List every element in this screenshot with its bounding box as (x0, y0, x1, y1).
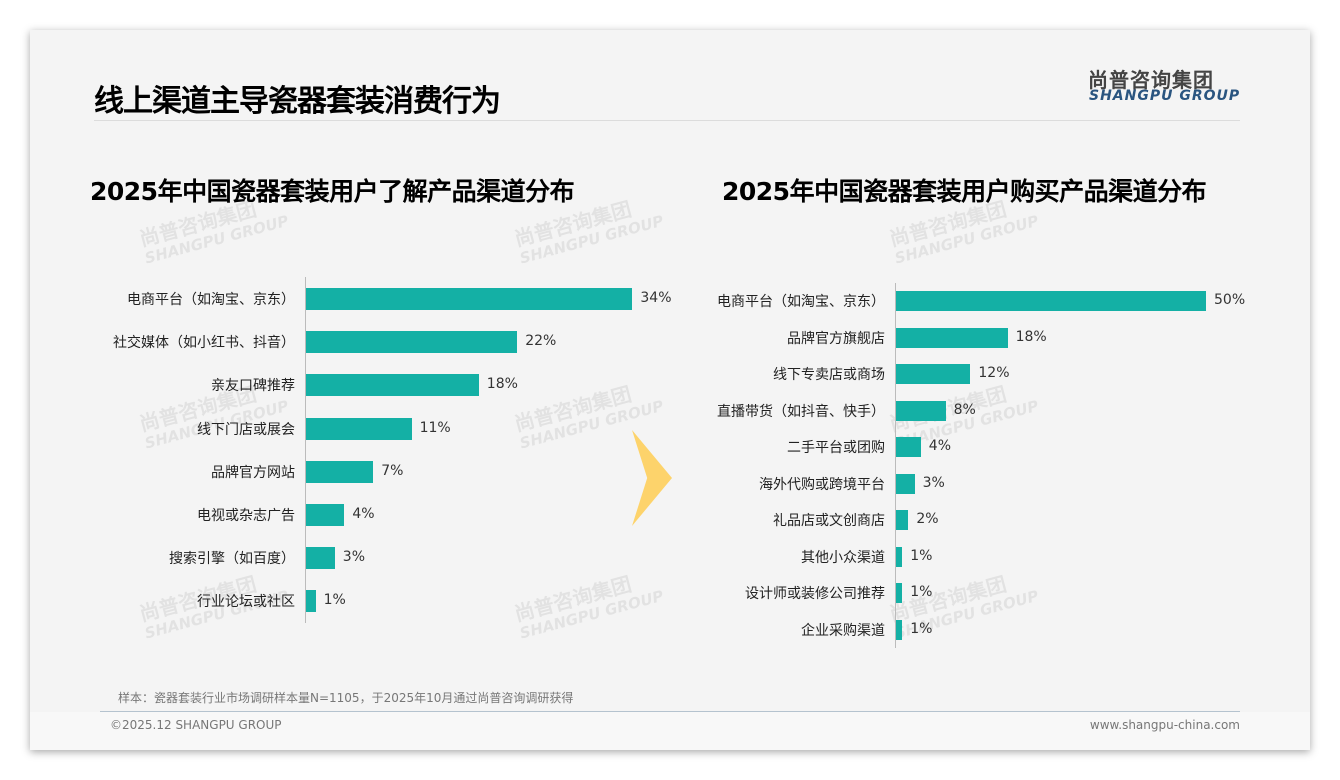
bar (306, 374, 479, 397)
bar (306, 460, 374, 483)
category-label: 电商平台（如淘宝、京东） (127, 292, 295, 308)
data-label: 1% (910, 547, 933, 564)
bar (306, 590, 316, 613)
category-label: 搜索引擎（如百度） (169, 551, 295, 568)
data-label: 1% (910, 584, 933, 600)
bar (896, 619, 903, 640)
data-label: 1% (323, 592, 346, 609)
bar (896, 546, 903, 567)
data-label: 18% (486, 376, 518, 393)
bar (306, 504, 345, 526)
category-label: 设计师或装修公司推荐 (745, 586, 885, 602)
y-axis (895, 282, 896, 648)
right-chart-title: 2025年中国瓷器套装用户购买产品渠道分布 (722, 177, 1207, 206)
bar (896, 327, 1008, 348)
bar (896, 437, 921, 457)
data-label: 2% (916, 511, 939, 527)
data-label: 4% (352, 506, 375, 522)
category-label: 行业论坛或社区 (197, 594, 295, 611)
category-label: 礼品店或文创商店 (773, 513, 885, 529)
data-label: 3% (922, 474, 945, 491)
bar (896, 400, 946, 421)
left-chart-title: 2025年中国瓷器套装用户了解产品渠道分布 (90, 177, 575, 206)
category-label: 社交媒体（如小红书、抖音） (113, 335, 295, 352)
bar (896, 364, 971, 384)
bar (306, 417, 412, 440)
category-label: 企业采购渠道 (801, 622, 885, 639)
bar (896, 510, 909, 530)
data-label: 3% (342, 549, 366, 566)
footer-divider (100, 711, 1240, 712)
page-title: 线上渠道主导瓷器套装消费行为 (94, 84, 501, 119)
data-label: 12% (978, 365, 1010, 381)
logo-en: SHANGPU GROUP (1089, 88, 1241, 104)
data-label: 11% (419, 419, 451, 436)
bar (306, 547, 335, 570)
y-axis (305, 277, 306, 623)
category-label: 亲友口碑推荐 (211, 378, 295, 395)
category-label: 品牌官方网站 (211, 464, 295, 481)
category-label: 品牌官方旗舰店 (787, 330, 885, 347)
logo-cn: 尚普咨询集团 (1088, 68, 1214, 92)
data-label: 50% (1214, 292, 1246, 308)
data-label: 4% (928, 438, 952, 454)
category-label: 线下门店或展会 (197, 421, 295, 438)
bar (896, 583, 903, 603)
bar (896, 291, 1206, 311)
category-label: 二手平台或团购 (787, 440, 885, 456)
bar (306, 331, 518, 354)
data-label: 18% (1015, 328, 1047, 345)
data-label: 22% (525, 333, 557, 350)
footer (30, 712, 1310, 750)
category-label: 其他小众渠道 (801, 549, 885, 566)
data-label: 8% (953, 401, 976, 418)
category-label: 电商平台（如淘宝、京东） (717, 294, 885, 310)
slide (30, 30, 1310, 750)
bar (306, 288, 633, 310)
sample-note: 样本：瓷器套装行业市场调研样本量N=1105，于2025年10月通过尚普咨询调研… (118, 691, 574, 705)
data-label: 1% (910, 620, 933, 637)
data-label: 7% (381, 462, 404, 479)
data-label: 34% (640, 290, 672, 306)
website-link[interactable]: www.shangpu-china.com (1089, 718, 1240, 732)
category-label: 海外代购或跨境平台 (759, 476, 885, 493)
category-label: 线下专卖店或商场 (773, 367, 885, 383)
divider (94, 120, 1240, 121)
category-label: 电视或杂志广告 (197, 508, 295, 524)
bar (896, 473, 915, 494)
category-label: 直播带货（如抖音、快手） (717, 403, 885, 420)
copyright: ©2025.12 SHANGPU GROUP (110, 718, 282, 732)
